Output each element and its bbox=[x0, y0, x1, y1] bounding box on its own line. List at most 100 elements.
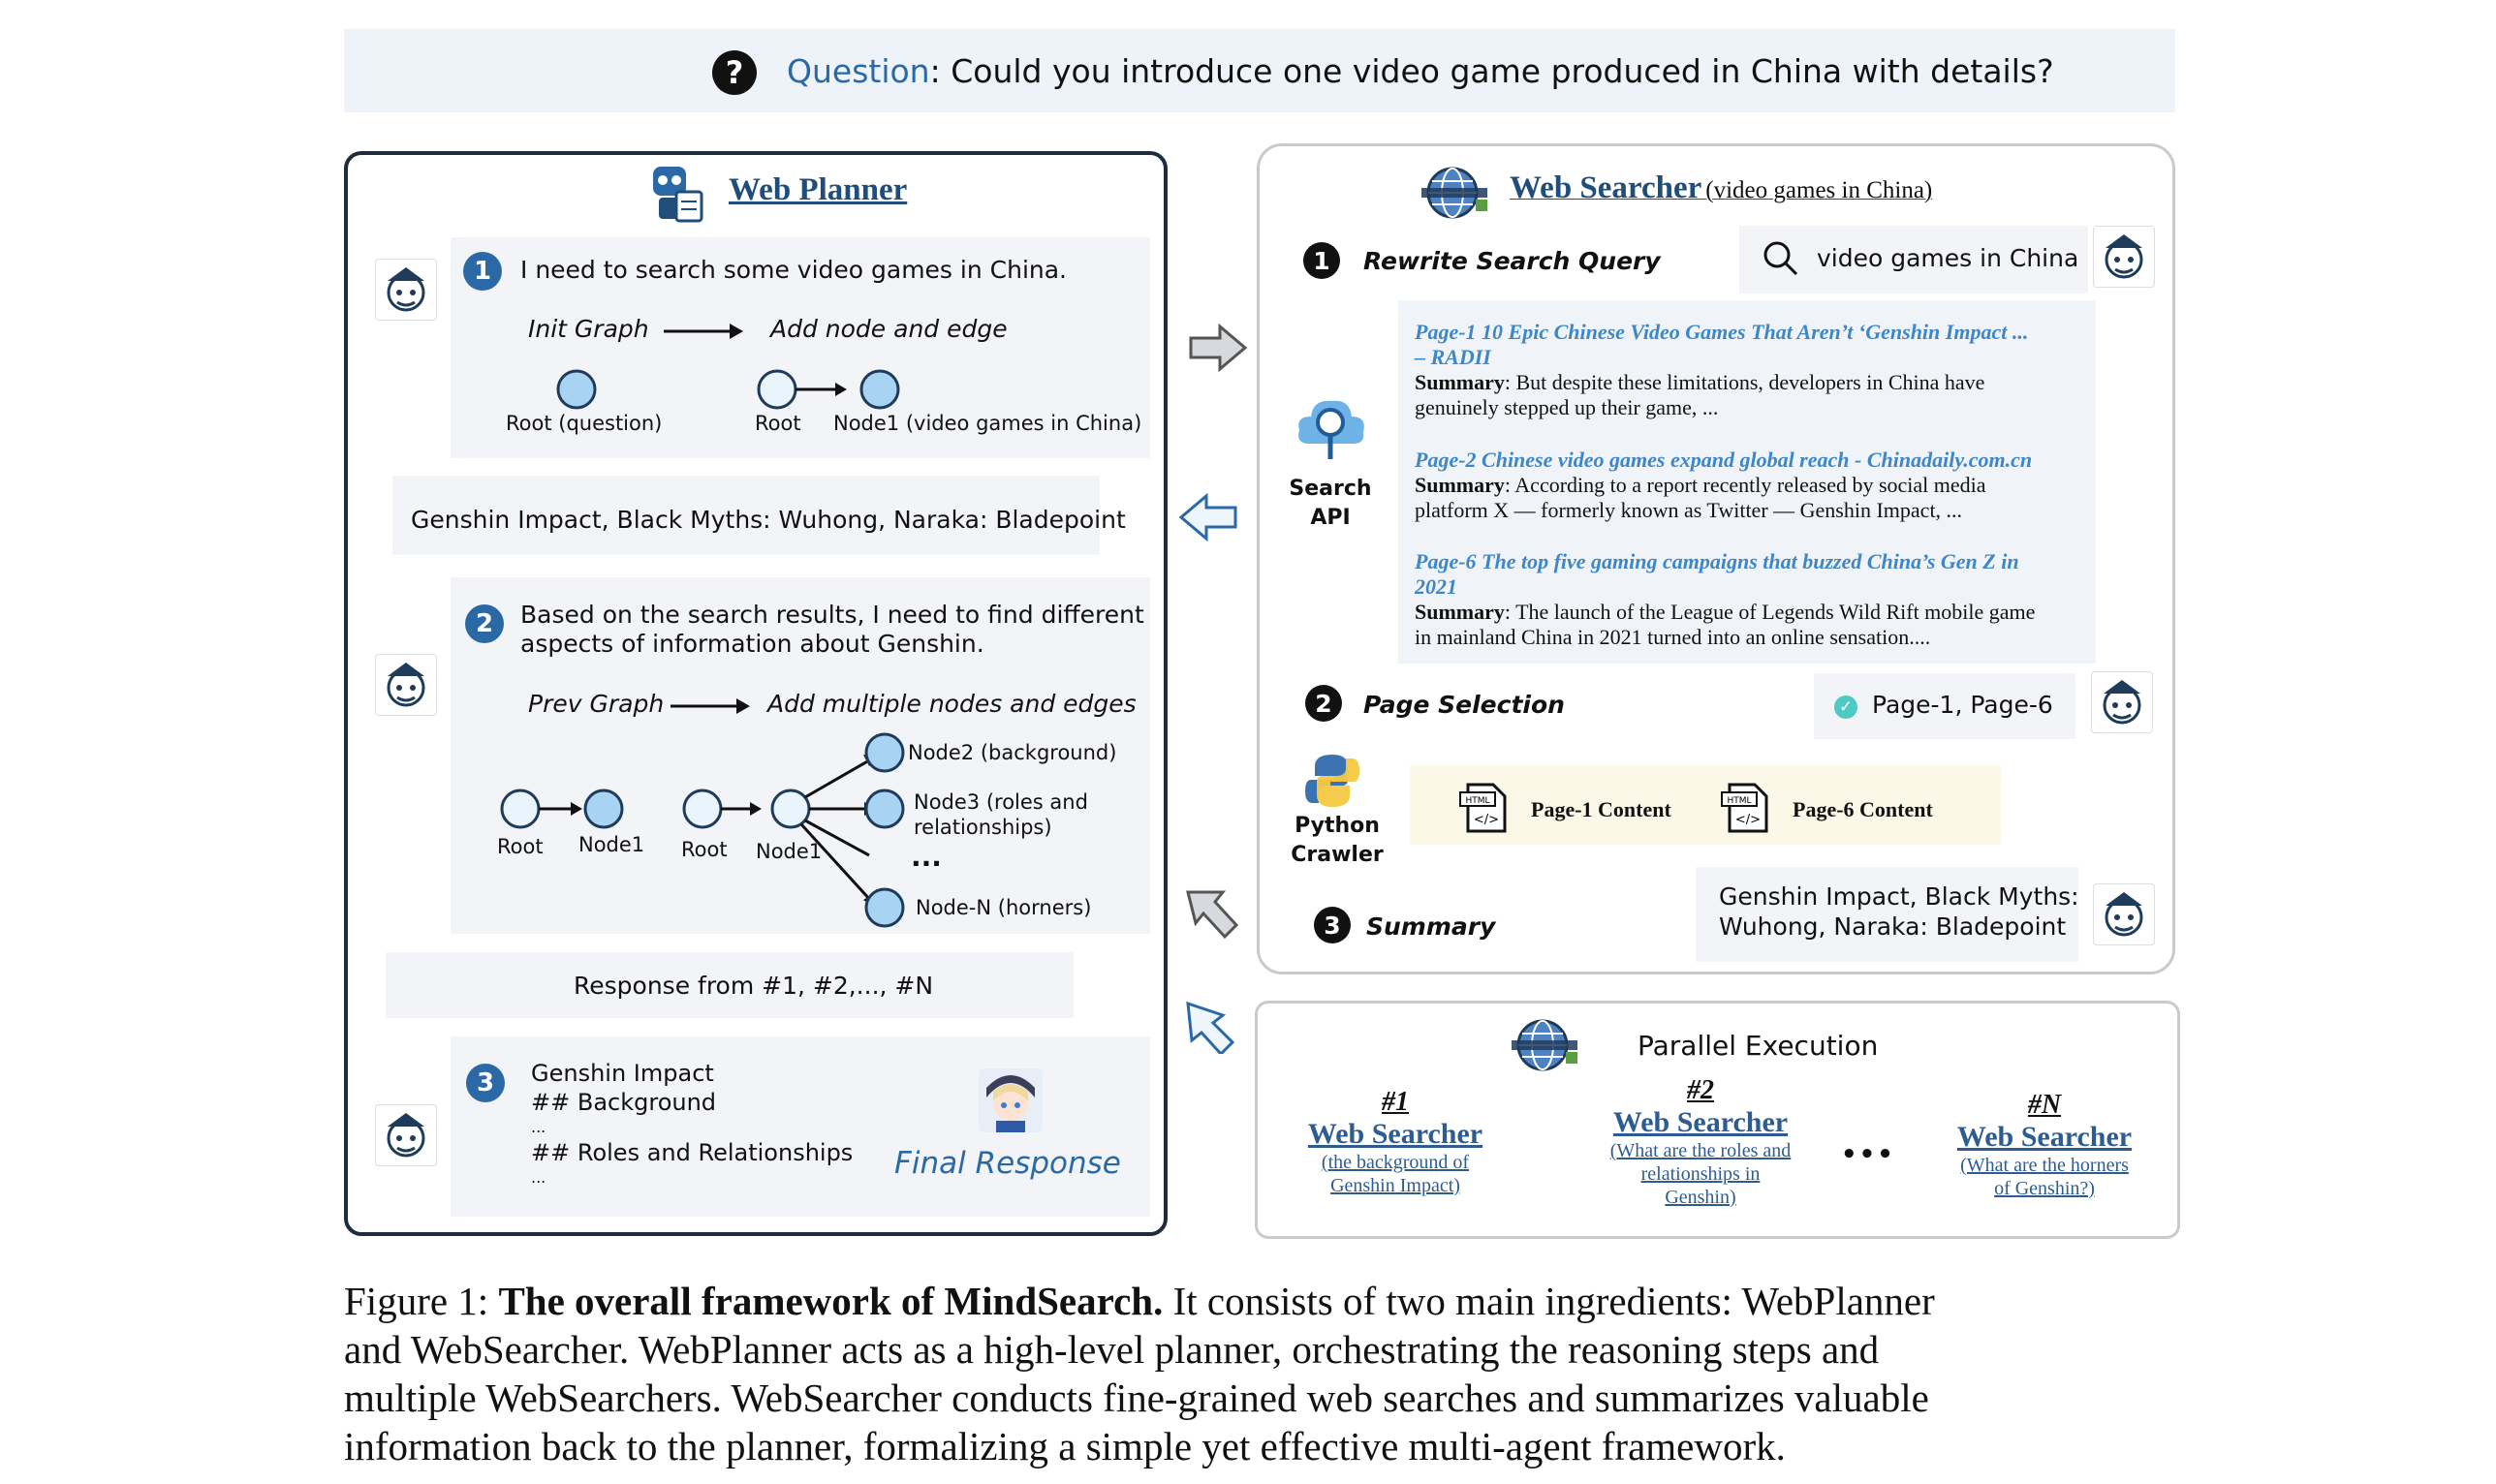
planner-step1-box bbox=[451, 237, 1150, 458]
node-label: Root bbox=[681, 838, 728, 861]
question-bar bbox=[344, 29, 2175, 112]
init-graph-label: Init Graph bbox=[528, 315, 649, 343]
figure-caption: Figure 1: The overall framework of MindS… bbox=[344, 1279, 1935, 1469]
python-icon bbox=[1305, 755, 1359, 807]
add-multiple-label: Add multiple nodes and edges bbox=[767, 690, 1137, 718]
planner-result1-box bbox=[392, 476, 1100, 555]
svg-text:HTML: HTML bbox=[1727, 796, 1751, 806]
prev-graph-label: Prev Graph bbox=[528, 690, 665, 718]
node-label: Node1 bbox=[756, 840, 823, 863]
search-result[interactable]: Page-1 10 Epic Chinese Video Games That … bbox=[1415, 320, 2029, 419]
graph-node bbox=[864, 788, 905, 829]
node-label: Node-N (horners) bbox=[916, 896, 1092, 919]
robot-icon bbox=[647, 157, 705, 229]
page-content-box bbox=[1410, 765, 2001, 845]
node-label: Root (question) bbox=[506, 412, 663, 435]
parallel-item-n[interactable]: #N Web Searcher (What are the horners of… bbox=[1956, 1090, 2133, 1199]
graph-node bbox=[583, 788, 624, 829]
search-query-text: video games in China bbox=[1817, 244, 2079, 272]
page-selection-text: Page-1, Page-6 bbox=[1872, 691, 2053, 719]
summary-text: Genshin Impact, Black Myths: Wuhong, Nar… bbox=[1719, 882, 2079, 941]
web-searcher-panel bbox=[1257, 143, 2175, 974]
node-label: Node3 (roles and relationships) bbox=[914, 790, 1088, 839]
init-graph bbox=[556, 369, 900, 410]
web-planner-panel bbox=[344, 151, 1168, 1236]
avatar bbox=[375, 259, 437, 321]
search-result[interactable]: Page-6 The top five gaming campaigns tha… bbox=[1415, 549, 2036, 649]
graph-node bbox=[556, 369, 597, 410]
expanded-graph bbox=[500, 732, 905, 928]
planner-step2-box bbox=[451, 577, 1150, 934]
globe-icon bbox=[1512, 1017, 1579, 1077]
arrow bbox=[671, 698, 750, 714]
arrow-left-icon bbox=[1178, 492, 1237, 542]
arrow-diagonal-icon bbox=[1186, 890, 1239, 940]
search-query-box[interactable] bbox=[1739, 226, 2088, 294]
node-label: Node1 bbox=[578, 833, 645, 856]
parallel-item-2[interactable]: #2 Web Searcher (What are the roles and … bbox=[1609, 1075, 1792, 1208]
web-planner-title: Web Planner bbox=[729, 172, 908, 207]
planner-step3-text: Genshin Impact ## Background ... ## Role… bbox=[531, 1060, 854, 1187]
final-response-label: Final Response bbox=[894, 1146, 1121, 1181]
graph-node bbox=[859, 369, 900, 410]
arrow bbox=[664, 324, 743, 339]
avatar bbox=[2093, 226, 2155, 288]
page-selection-label: Page Selection bbox=[1363, 691, 1565, 719]
question-text: Question: Could you introduce one video … bbox=[787, 52, 2054, 90]
parallel-title: Parallel Execution bbox=[1638, 1030, 1879, 1062]
planner-result1-text: Genshin Impact, Black Myths: Wuhong, Nar… bbox=[411, 506, 1126, 534]
summary-box bbox=[1696, 867, 2078, 962]
graph-node bbox=[770, 788, 811, 829]
question-label: Question bbox=[787, 52, 930, 90]
python-crawler-label: Python Crawler bbox=[1291, 814, 1384, 867]
node-label: Root bbox=[755, 412, 801, 435]
rewrite-query-label: Rewrite Search Query bbox=[1363, 247, 1661, 275]
search-results-box bbox=[1398, 300, 2096, 664]
planner-response-box bbox=[386, 952, 1074, 1018]
node-label: Node1 (video games in China) bbox=[833, 412, 1142, 435]
step-number: 2 bbox=[465, 604, 504, 643]
step-number: 3 bbox=[1314, 907, 1351, 943]
page1-content-label: Page-1 Content bbox=[1531, 797, 1671, 821]
check-icon: ✓ bbox=[1834, 696, 1857, 719]
avatar bbox=[2093, 883, 2155, 945]
step-number: 2 bbox=[1305, 685, 1342, 722]
page6-content-label: Page-6 Content bbox=[1793, 797, 1933, 821]
step-number: 3 bbox=[466, 1064, 505, 1102]
search-api-label: Search API bbox=[1289, 477, 1372, 530]
parallel-ellipsis: ••• bbox=[1841, 1140, 1895, 1169]
parallel-panel bbox=[1255, 1001, 2180, 1239]
page-selection-box bbox=[1814, 673, 2075, 739]
search-icon bbox=[1763, 241, 1798, 276]
arrow-right-icon bbox=[1189, 323, 1248, 373]
question-icon: ? bbox=[712, 50, 757, 95]
graph-ellipsis: ... bbox=[911, 841, 942, 873]
step-number: 1 bbox=[1303, 242, 1340, 279]
avatar bbox=[375, 1104, 437, 1166]
search-api-icon bbox=[1298, 400, 1364, 459]
arrow-diagonal-icon bbox=[1186, 1001, 1235, 1054]
svg-text:</>: </> bbox=[1474, 813, 1499, 827]
search-result[interactable]: Page-2 Chinese video games expand global… bbox=[1415, 448, 2033, 522]
character-image bbox=[979, 1068, 1043, 1132]
avatar bbox=[375, 654, 437, 716]
planner-step2-text: Based on the search results, I need to f… bbox=[520, 601, 1144, 658]
summary-label: Summary bbox=[1366, 912, 1496, 941]
graph-node bbox=[757, 369, 797, 410]
node-label: Root bbox=[497, 835, 544, 858]
graph-node bbox=[864, 887, 905, 928]
globe-icon bbox=[1421, 165, 1489, 225]
graph-node bbox=[682, 788, 723, 829]
html-file-icon: HTML </> bbox=[1721, 783, 1768, 833]
planner-response-text: Response from #1, #2,..., #N bbox=[574, 972, 934, 1000]
avatar bbox=[2091, 671, 2153, 733]
html-file-icon: HTML </> bbox=[1459, 783, 1507, 833]
graph-node bbox=[500, 788, 541, 829]
parallel-item-1[interactable]: #1 Web Searcher (the background of Gensh… bbox=[1307, 1087, 1483, 1196]
step-number: 1 bbox=[463, 252, 502, 291]
svg-text:HTML: HTML bbox=[1465, 796, 1489, 806]
svg-text:</>: </> bbox=[1735, 813, 1761, 827]
node-label: Node2 (background) bbox=[908, 741, 1117, 764]
graph-node bbox=[864, 732, 905, 773]
planner-step1-text: I need to search some video games in Chi… bbox=[520, 256, 1068, 284]
